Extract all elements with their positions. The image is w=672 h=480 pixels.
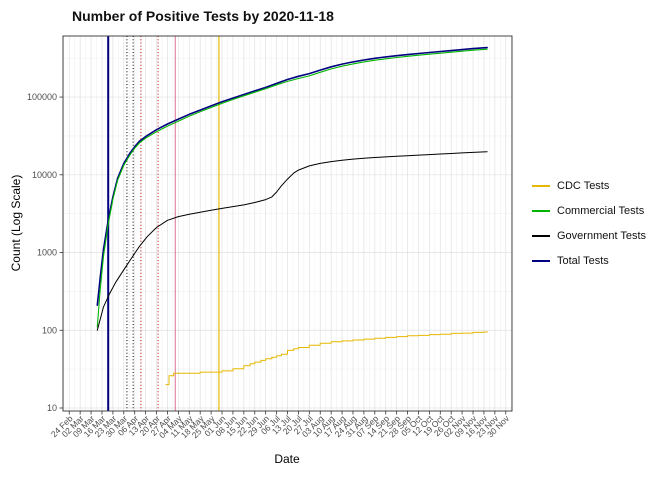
legend-label: CDC Tests [557, 180, 610, 192]
legend-key-line [532, 235, 550, 237]
series-line-total-tests [96, 46, 488, 307]
legend-key-line [532, 210, 550, 212]
series-line-commercial-tests [96, 48, 488, 328]
legend-item: Commercial Tests [532, 205, 646, 217]
series-line-government-tests [96, 151, 488, 331]
x-axis-title: Date [274, 452, 300, 466]
legend-label: Total Tests [557, 255, 609, 267]
legend-key-line [532, 185, 550, 187]
series-line-cdc-tests [165, 331, 488, 386]
legend-item: CDC Tests [532, 180, 646, 192]
legend: CDC Tests Commercial Tests Government Te… [532, 180, 646, 280]
legend-item: Total Tests [532, 255, 646, 267]
legend-key-line [532, 260, 550, 262]
y-tick-label: 10 [47, 403, 57, 413]
legend-label: Commercial Tests [557, 205, 645, 217]
y-tick-label: 100000 [27, 92, 57, 102]
legend-label: Government Tests [557, 230, 647, 242]
legend-item: Government Tests [532, 230, 646, 242]
chart-title: Number of Positive Tests by 2020-11-18 [72, 8, 334, 24]
y-tick-label: 100 [42, 325, 57, 335]
y-tick-label: 10000 [32, 170, 57, 180]
y-tick-label: 1000 [37, 248, 57, 258]
